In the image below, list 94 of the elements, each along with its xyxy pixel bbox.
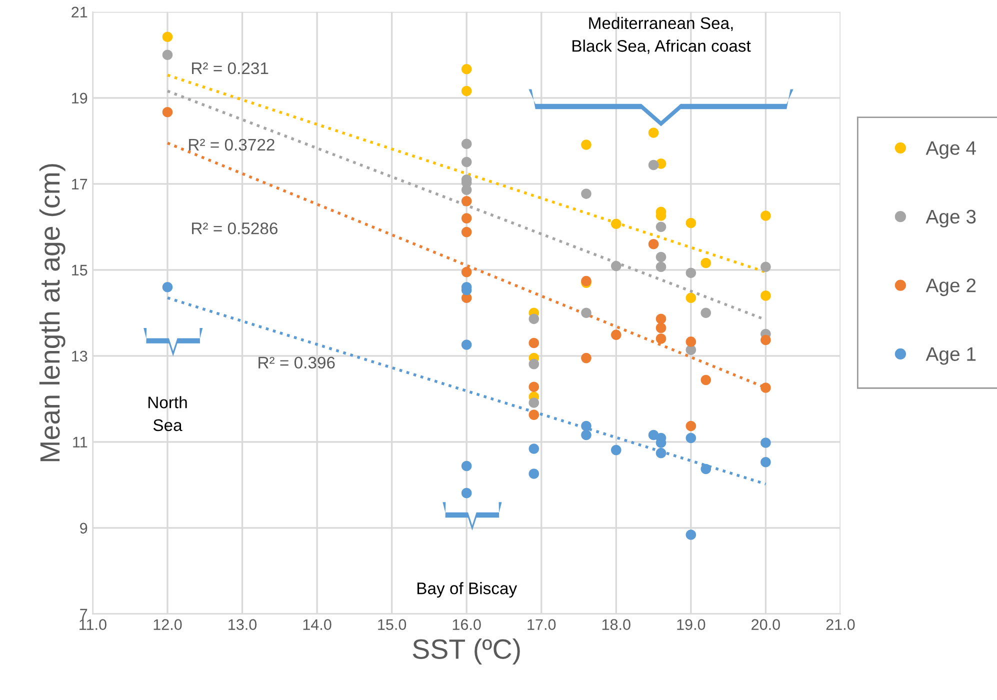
- x-tick-label: 20.0: [752, 619, 780, 630]
- x-axis-title: SST (ºC): [412, 638, 520, 664]
- point: [686, 432, 696, 444]
- point: [528, 398, 540, 408]
- point: [686, 268, 696, 278]
- y-tick-label: 19: [72, 92, 88, 104]
- point: [461, 86, 472, 96]
- point: [528, 358, 540, 370]
- point: [581, 430, 592, 440]
- annotation: Bay of Biscay: [417, 582, 518, 598]
- x-tick-label: 19.0: [677, 619, 706, 630]
- point: [581, 352, 592, 364]
- point: [656, 334, 666, 344]
- point: [686, 420, 696, 432]
- y-tick-label: 15: [72, 264, 88, 276]
- point: [656, 314, 666, 324]
- point: [461, 488, 472, 498]
- point: [461, 196, 472, 206]
- y-tick-label: 17: [72, 178, 88, 190]
- point: [648, 160, 659, 170]
- point: [760, 290, 771, 301]
- point: [581, 140, 592, 150]
- point: [461, 156, 472, 168]
- y-tick-label: 21: [72, 6, 88, 18]
- point: [686, 530, 696, 540]
- point: [686, 336, 696, 347]
- point: [656, 262, 666, 272]
- legend-label: Age 3: [926, 210, 976, 228]
- point: [461, 226, 472, 238]
- point: [581, 308, 592, 318]
- point: [581, 188, 592, 199]
- x-tick-label: 17.0: [528, 619, 556, 630]
- point: [686, 218, 696, 228]
- legend-label: Age 4: [926, 141, 976, 159]
- point: [461, 213, 472, 224]
- point: [461, 266, 472, 278]
- annotation: R² = 0.396: [258, 356, 335, 369]
- point: [656, 222, 666, 232]
- x-tick-label: 14.0: [303, 619, 332, 630]
- x-tick-label: 16.0: [452, 619, 481, 630]
- point: [528, 382, 540, 392]
- point: [461, 340, 472, 350]
- point: [656, 252, 666, 262]
- point: [700, 308, 712, 318]
- x-tick-label: 13.0: [228, 619, 257, 630]
- point: [760, 456, 771, 468]
- point: [760, 334, 771, 346]
- point: [648, 128, 659, 138]
- point: [461, 184, 472, 196]
- point: [686, 292, 696, 303]
- point: [610, 260, 622, 272]
- point: [760, 210, 771, 221]
- annotation: R² = 0.5286: [192, 222, 278, 234]
- point: [528, 410, 540, 420]
- point: [461, 460, 472, 472]
- point: [610, 444, 622, 456]
- annotation: Mediterranean Sea, Black Sea, African coast: [572, 16, 751, 54]
- x-tick-label: 11.0: [80, 619, 106, 630]
- point: [528, 314, 540, 324]
- x-tick-label: 18.0: [602, 619, 630, 630]
- point: [648, 238, 659, 250]
- point: [610, 218, 622, 230]
- y-tick-label: 11: [73, 436, 88, 448]
- point: [760, 262, 771, 272]
- y-tick-label: 13: [72, 350, 88, 362]
- annotation: R² = 0.3722: [189, 138, 274, 151]
- point: [528, 468, 540, 479]
- point: [760, 382, 771, 393]
- point: [656, 322, 666, 334]
- annotation: North Sea: [148, 396, 187, 432]
- annotation: R² = 0.231: [192, 62, 268, 74]
- point: [528, 338, 540, 348]
- legend-label: Age 2: [926, 278, 976, 296]
- y-tick-label: 7: [80, 608, 88, 620]
- point: [461, 138, 472, 150]
- point: [700, 258, 712, 268]
- point: [610, 330, 622, 340]
- x-tick-label: 12.0: [154, 619, 182, 630]
- point: [162, 282, 173, 292]
- point: [700, 374, 712, 386]
- y-axis-title: Mean length at age (cm): [39, 164, 66, 462]
- point: [162, 106, 173, 118]
- point: [760, 438, 771, 448]
- y-tick-label: 9: [80, 522, 88, 534]
- point: [162, 50, 173, 60]
- x-tick-label: 15.0: [378, 619, 406, 630]
- x-tick-label: 21.0: [826, 619, 855, 630]
- point: [700, 464, 712, 474]
- point: [656, 448, 666, 458]
- point: [461, 64, 472, 74]
- point: [162, 32, 173, 42]
- point: [581, 420, 592, 432]
- legend-label: Age 1: [926, 347, 976, 365]
- point: [528, 444, 540, 454]
